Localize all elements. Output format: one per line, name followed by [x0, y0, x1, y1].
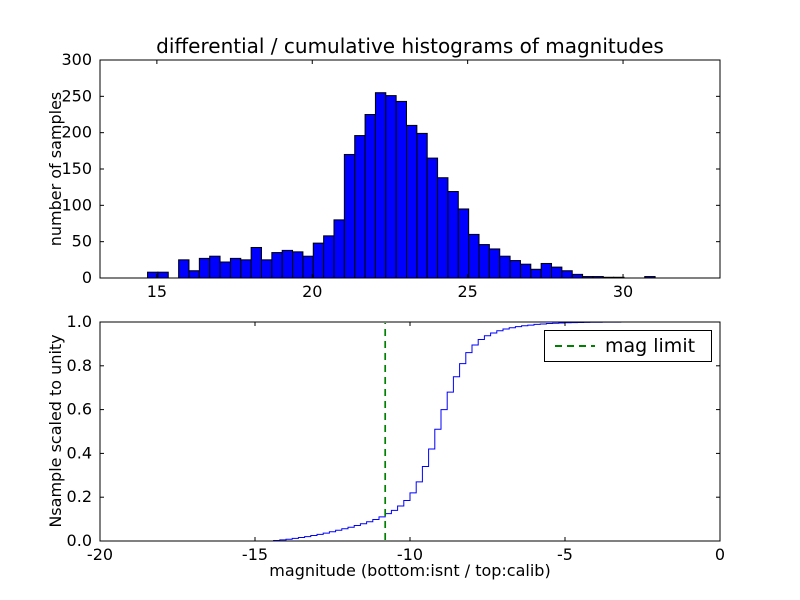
hist-bar	[406, 124, 418, 279]
hist-bar	[468, 233, 480, 279]
legend-line-sample	[555, 345, 595, 347]
hist-bar	[457, 208, 470, 279]
x-tick-label: -10	[397, 545, 423, 564]
x-tick-label: 25	[457, 282, 477, 301]
hist-bar	[540, 262, 553, 279]
x-tick-label: 30	[613, 282, 633, 301]
hist-bar	[437, 177, 449, 279]
hist-bar	[312, 242, 325, 279]
x-tick-label: 0	[715, 545, 725, 564]
hist-bar	[292, 251, 304, 279]
hist-bar	[209, 255, 221, 279]
hist-bar	[478, 244, 490, 279]
x-tick-label: -5	[557, 545, 573, 564]
hist-bar	[571, 273, 584, 279]
x-tick-label: -20	[87, 545, 113, 564]
hist-bar	[395, 100, 408, 279]
cumulative-step-line	[267, 321, 658, 542]
hist-bar	[157, 271, 169, 279]
y-tick-label: 150	[61, 159, 92, 178]
hist-bar	[240, 259, 252, 279]
hist-bar	[509, 260, 521, 279]
hist-bar	[271, 252, 283, 279]
hist-bar	[561, 270, 573, 279]
hist-bar	[323, 235, 335, 279]
x-tick-label: 15	[147, 282, 167, 301]
hist-bar	[488, 248, 501, 279]
hist-bar	[147, 271, 159, 279]
hist-bar	[188, 270, 200, 279]
hist-bar	[178, 259, 190, 279]
x-tick-label: 20	[302, 282, 322, 301]
hist-bar	[426, 157, 439, 279]
hist-bar	[416, 132, 428, 279]
hist-bar	[385, 95, 397, 279]
hist-bar	[499, 255, 511, 279]
y-tick-label: 0.0	[67, 531, 92, 550]
y-tick-label: 0.8	[67, 356, 92, 375]
y-tick-label: 0.6	[67, 400, 92, 419]
hist-bar	[219, 261, 231, 279]
y-tick-label: 0.2	[67, 487, 92, 506]
hist-bar	[343, 153, 356, 279]
y-tick-label: 200	[61, 123, 92, 142]
y-tick-label: 50	[72, 232, 92, 251]
hist-bar	[354, 135, 366, 279]
y-tick-label: 0	[82, 268, 92, 287]
x-tick-label: -15	[242, 545, 268, 564]
hist-bar	[302, 255, 314, 279]
hist-bar	[281, 249, 294, 279]
y-tick-label: 100	[61, 195, 92, 214]
hist-bar	[229, 257, 242, 279]
hist-bar	[198, 257, 211, 279]
hist-bar	[250, 246, 262, 279]
hist-bar	[374, 92, 387, 279]
hist-bar	[447, 191, 459, 279]
hist-bar	[260, 259, 273, 279]
hist-bar	[333, 219, 345, 279]
hist-bar	[530, 268, 542, 279]
hist-bar	[364, 114, 376, 279]
y-tick-label: 1.0	[67, 312, 92, 331]
legend-label: mag limit	[605, 335, 696, 357]
y-tick-label: 300	[61, 50, 92, 69]
legend-box: mag limit	[544, 330, 712, 362]
y-tick-label: 250	[61, 86, 92, 105]
y-tick-label: 0.4	[67, 443, 92, 462]
hist-bar	[551, 266, 563, 279]
hist-bar	[519, 263, 532, 279]
